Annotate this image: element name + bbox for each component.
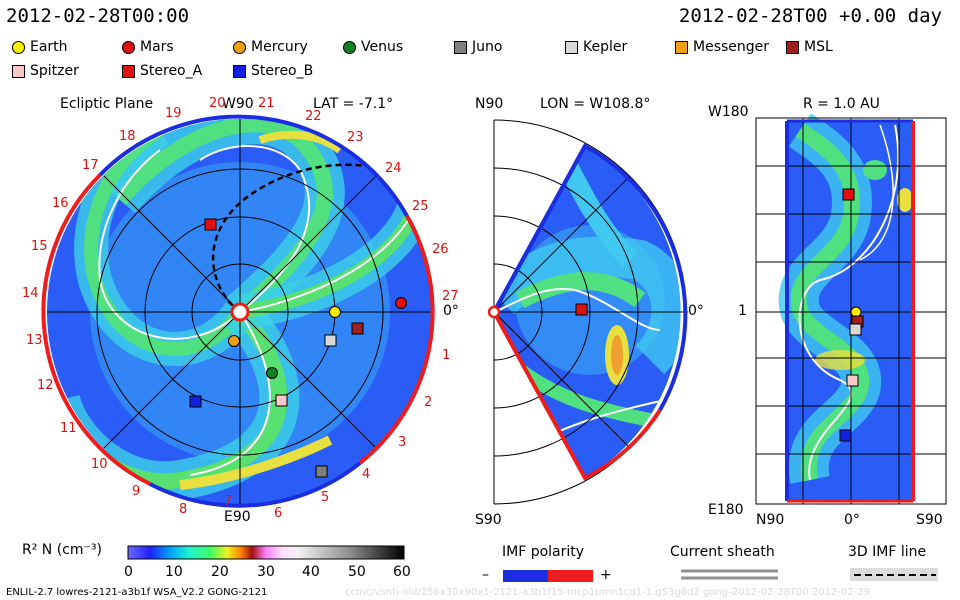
stereo-a-marker xyxy=(204,218,217,231)
kepler-marker-icon xyxy=(565,40,578,54)
rot-label: 25 xyxy=(412,199,429,214)
lon-label: LON = W108.8° xyxy=(540,96,651,112)
mercury-marker xyxy=(228,335,240,347)
s90-label: S90 xyxy=(475,512,502,528)
legend-item: Mercury xyxy=(233,39,308,55)
earth-marker xyxy=(329,306,341,318)
legend-item: Stereo_B xyxy=(233,63,313,79)
stereo-b-marker-3 xyxy=(839,429,852,442)
venus-marker-icon xyxy=(343,40,356,54)
spitzer-marker xyxy=(275,394,288,407)
date-right: 2012-02-28T00 +0.00 day xyxy=(678,5,942,27)
rot-label: 3 xyxy=(398,435,407,450)
legend-item: MSL xyxy=(786,39,833,55)
rot-label: 13 xyxy=(26,333,43,348)
msl-marker xyxy=(351,322,364,335)
s90-label-3: S90 xyxy=(916,512,943,528)
rot-label: 18 xyxy=(119,129,136,144)
spitzer-marker-3 xyxy=(846,374,859,387)
rot-label: 21 xyxy=(258,96,275,111)
msl-marker-icon xyxy=(786,40,799,54)
kepler-marker-3 xyxy=(849,323,862,336)
juno-marker-icon xyxy=(454,40,467,54)
legend-item: Messenger xyxy=(675,39,769,55)
stereo-a-marker-2 xyxy=(575,303,588,316)
current-sheath-label: Current sheath xyxy=(670,544,775,560)
earth-marker-icon xyxy=(12,40,25,54)
lat-label: LAT = -7.1° xyxy=(313,96,394,112)
stereo-b-marker-icon xyxy=(233,64,246,78)
zero-label-2: 0° xyxy=(688,303,704,319)
date-left: 2012-02-28T00:00 xyxy=(6,5,190,27)
rot-label: 26 xyxy=(432,242,449,257)
polarity-plus: + xyxy=(600,567,612,583)
polarity-minus: – xyxy=(482,567,489,583)
rot-label: 6 xyxy=(274,506,283,521)
legend-item: Spitzer xyxy=(12,63,79,79)
rot-label: 10 xyxy=(91,457,108,472)
cbar-tick: 20 xyxy=(211,564,229,580)
mars-marker-icon xyxy=(122,40,135,54)
kepler-marker xyxy=(324,334,337,347)
imf-line-label: 3D IMF line xyxy=(848,544,927,560)
legend-item: Juno xyxy=(454,39,502,55)
zero-label-3: 0° xyxy=(844,512,860,528)
messenger-marker-icon xyxy=(675,40,688,54)
rot-label: 11 xyxy=(60,421,77,436)
radius-title: R = 1.0 AU xyxy=(803,96,880,112)
spitzer-marker-icon xyxy=(12,64,25,78)
cbar-tick: 10 xyxy=(165,564,183,580)
footer-left: ENLIL-2.7 lowres-2121-a3b1f WSA_V2.2 GON… xyxy=(6,587,268,598)
mercury-marker-icon xyxy=(233,40,246,54)
legend-item: Stereo_A xyxy=(122,63,202,79)
venus-marker xyxy=(266,367,278,379)
legend-item: Kepler xyxy=(565,39,627,55)
n90-label-3: N90 xyxy=(756,512,785,528)
cbar-tick: 30 xyxy=(257,564,275,580)
rot-label: 8 xyxy=(179,502,188,517)
cbar-tick: 60 xyxy=(393,564,411,580)
rot-label: 16 xyxy=(52,196,69,211)
e180-label: E180 xyxy=(708,502,744,518)
rot-label: 12 xyxy=(37,378,54,393)
rot-label: 1 xyxy=(442,348,451,363)
density-colorbar xyxy=(127,545,405,560)
rot-label: 19 xyxy=(165,106,182,121)
stereo-a-marker-3 xyxy=(842,188,855,201)
rot-label: 5 xyxy=(321,490,330,505)
stereo-a-marker-icon xyxy=(122,64,135,78)
n90-label: N90 xyxy=(475,96,504,112)
e90-label: E90 xyxy=(224,509,251,525)
colorbar-label: R² N (cm⁻³) xyxy=(22,542,102,558)
rot-label: 22 xyxy=(305,109,322,124)
ecliptic-title: Ecliptic Plane xyxy=(60,96,154,112)
cbar-tick: 0 xyxy=(124,564,133,580)
one-label: 1 xyxy=(738,303,747,319)
rot-label: 4 xyxy=(362,467,371,482)
legend-item: Earth xyxy=(12,39,68,55)
legend-item: Venus xyxy=(343,39,403,55)
legend-item: Mars xyxy=(122,39,174,55)
juno-marker xyxy=(315,465,328,478)
imf-polarity-label: IMF polarity xyxy=(502,544,585,560)
cbar-tick: 50 xyxy=(348,564,366,580)
cbar-tick: 40 xyxy=(302,564,320,580)
rot-label: 27 xyxy=(442,289,459,304)
rot-label: 23 xyxy=(347,130,364,145)
w90-label: W90 xyxy=(222,96,254,112)
zero-label-1: 0° xyxy=(443,303,459,319)
stereo-b-marker xyxy=(189,395,202,408)
rot-label: 7 xyxy=(224,494,233,509)
w180-label: W180 xyxy=(708,104,749,120)
rot-label: 15 xyxy=(31,239,48,254)
mars-marker xyxy=(395,297,407,309)
footer-right: ccmc/vsnh-old/256x30x90x1-2121-a3b1f15-m… xyxy=(345,587,870,598)
rot-label: 14 xyxy=(22,286,39,301)
rot-label: 2 xyxy=(424,395,433,410)
rot-label: 17 xyxy=(82,158,99,173)
rot-label: 9 xyxy=(132,484,141,499)
rot-label: 24 xyxy=(385,161,402,176)
rot-label: 20 xyxy=(209,96,226,111)
